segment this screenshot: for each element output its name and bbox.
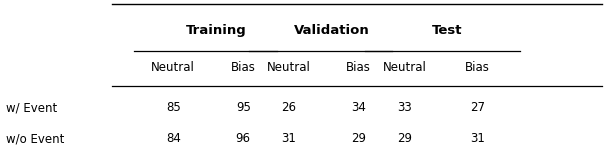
Text: w/ Event: w/ Event (6, 101, 57, 114)
Text: 31: 31 (470, 132, 485, 145)
Text: 95: 95 (236, 101, 250, 114)
Text: Bias: Bias (347, 61, 371, 74)
Text: Bias: Bias (231, 61, 255, 74)
Text: Neutral: Neutral (267, 61, 311, 74)
Text: Neutral: Neutral (151, 61, 195, 74)
Text: 96: 96 (236, 132, 250, 145)
Text: Training: Training (185, 24, 246, 37)
Text: 84: 84 (166, 132, 181, 145)
Text: 27: 27 (470, 101, 485, 114)
Text: Bias: Bias (465, 61, 489, 74)
Text: 85: 85 (166, 101, 181, 114)
Text: Validation: Validation (294, 24, 369, 37)
Text: Neutral: Neutral (382, 61, 426, 74)
Text: 29: 29 (351, 132, 366, 145)
Text: 33: 33 (397, 101, 412, 114)
Text: Test: Test (432, 24, 462, 37)
Text: 29: 29 (397, 132, 412, 145)
Text: 34: 34 (351, 101, 366, 114)
Text: 31: 31 (282, 132, 296, 145)
Text: w/o Event: w/o Event (6, 132, 64, 145)
Text: 26: 26 (282, 101, 296, 114)
